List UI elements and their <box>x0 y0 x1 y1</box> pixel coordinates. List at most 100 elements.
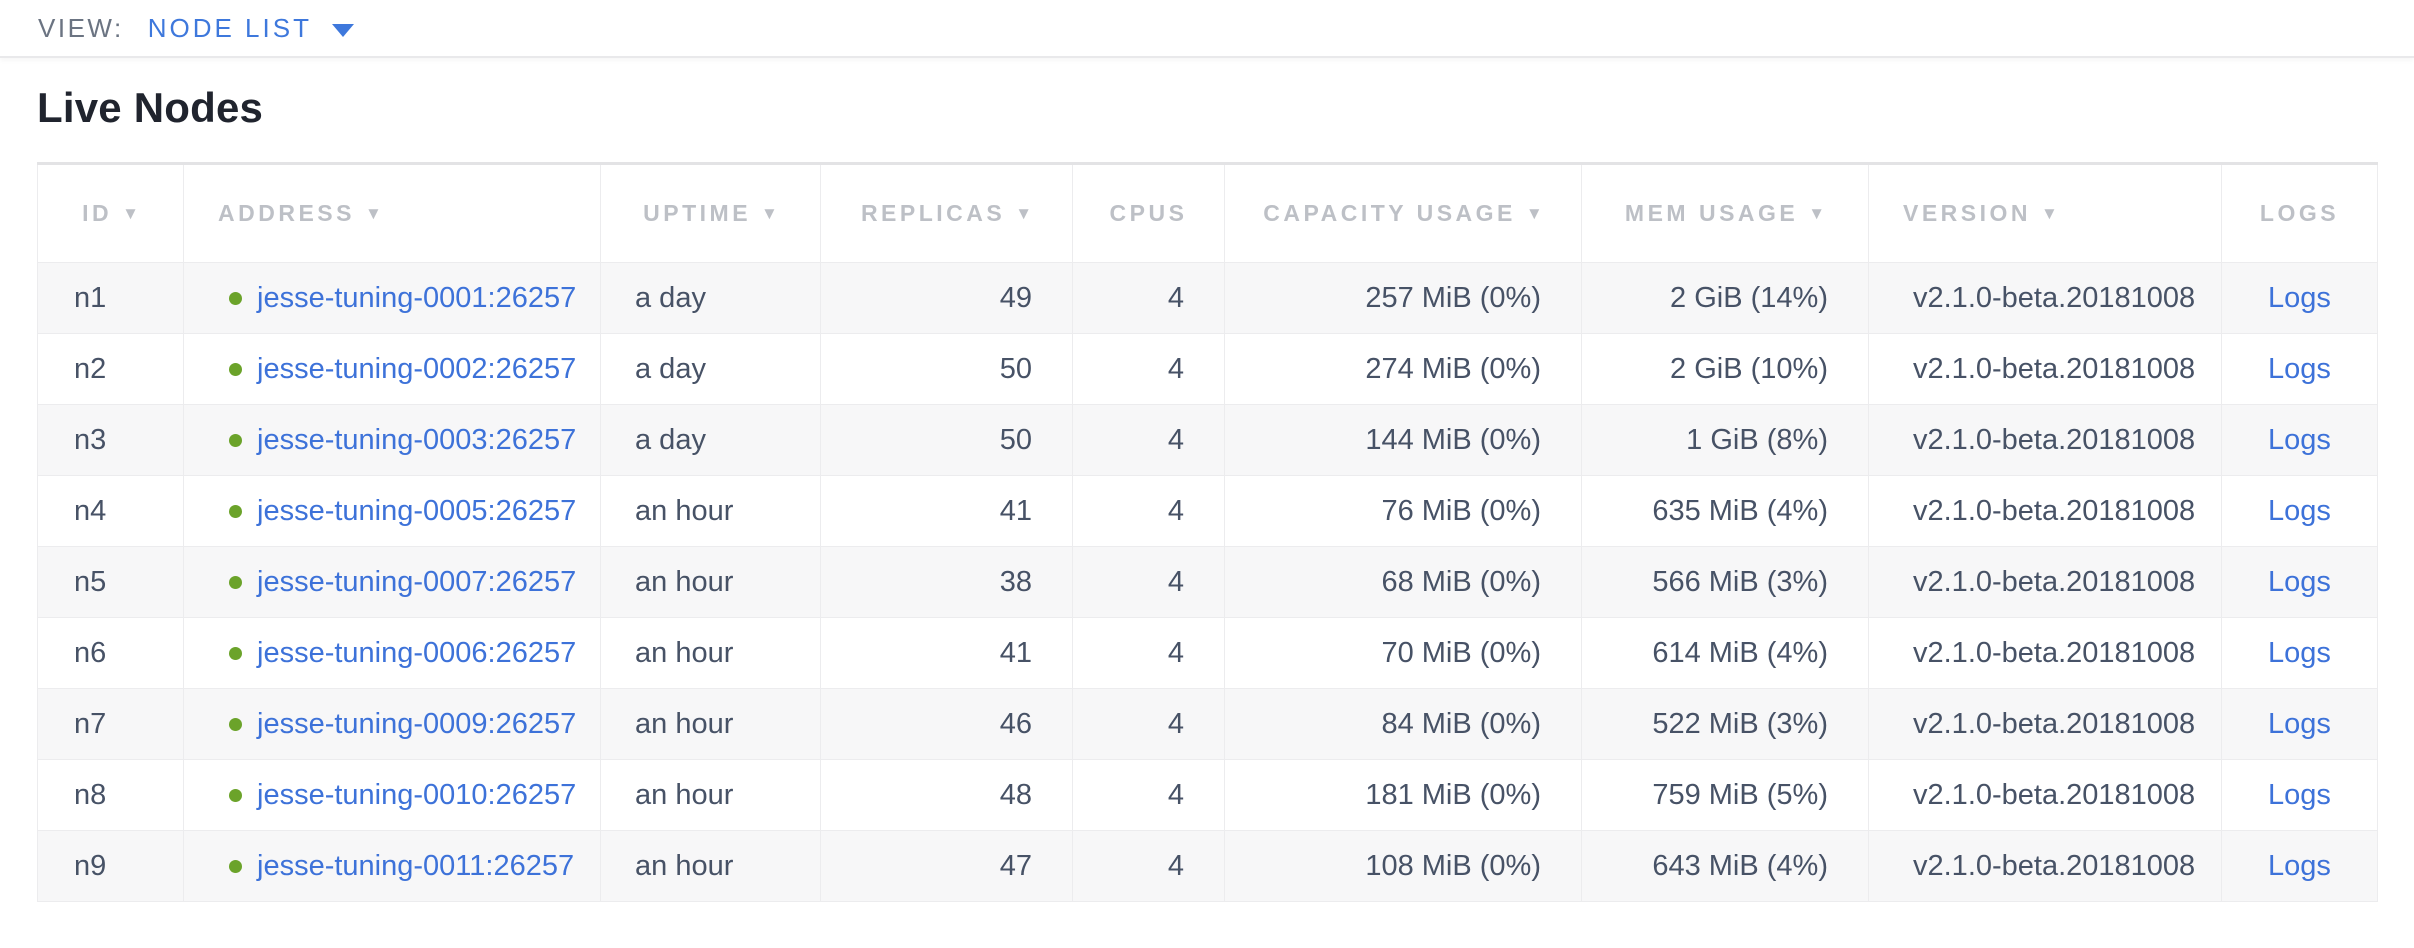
logs-cell: Logs <box>2221 404 2378 476</box>
cpus-value: 4 <box>1167 849 1184 882</box>
uptime-value: a day <box>635 281 706 314</box>
cpus-value: 4 <box>1167 423 1184 456</box>
node-healthy-status-icon <box>229 575 242 589</box>
node-healthy-status-icon <box>229 362 242 376</box>
node-address-link[interactable]: jesse-tuning-0007:26257 <box>257 565 577 598</box>
mem_usage-value: 566 MiB (3%) <box>1652 565 1828 598</box>
capacity_usage-cell: 70 MiB (0%) <box>1224 617 1582 689</box>
column-header-uptime[interactable]: UPTIME ▼ <box>600 163 821 263</box>
table-row: n3 jesse-tuning-0003:26257 a day 50 4 144 MiB… <box>37 404 2378 476</box>
replicas-value: 41 <box>999 494 1032 527</box>
address-cell-content: jesse-tuning-0006:26257 <box>184 637 600 670</box>
id-value: n5 <box>74 565 107 598</box>
id-cell: n3 <box>37 404 184 476</box>
id-value: n8 <box>74 778 107 811</box>
live-nodes-section: Live Nodes ID ▼ ADDRESS ▼ UPTIME ▼ REPLICAS ▼ CP… <box>0 84 2414 902</box>
column-header-address[interactable]: ADDRESS ▼ <box>183 163 601 263</box>
address-cell: jesse-tuning-0005:26257 <box>183 475 601 547</box>
uptime-cell: an hour <box>600 475 821 547</box>
mem_usage-value: 522 MiB (3%) <box>1652 707 1828 740</box>
logs-cell: Logs <box>2221 759 2378 831</box>
sort-arrow-icon: ▼ <box>1525 204 1543 223</box>
sort-arrow-icon: ▼ <box>2041 204 2058 223</box>
node-address-link[interactable]: jesse-tuning-0003:26257 <box>257 423 577 456</box>
id-cell: n5 <box>37 546 184 618</box>
version-value: v2.1.0-beta.20181008 <box>1913 494 2196 527</box>
uptime-value: an hour <box>635 494 734 527</box>
version-value: v2.1.0-beta.20181008 <box>1913 352 2196 385</box>
mem_usage-value: 614 MiB (4%) <box>1652 636 1828 669</box>
table-row: n6 jesse-tuning-0006:26257 an hour 41 4 70 Mi… <box>37 617 2378 689</box>
sort-arrow-icon: ▼ <box>122 204 139 223</box>
sort-arrow-icon: ▼ <box>1808 204 1826 223</box>
node-address-link[interactable]: jesse-tuning-0006:26257 <box>257 636 577 669</box>
version-cell: v2.1.0-beta.20181008 <box>1868 262 2222 334</box>
table-row: n8 jesse-tuning-0010:26257 an hour 48 4 181 M… <box>37 759 2378 831</box>
cpus-cell: 4 <box>1072 546 1225 618</box>
node-address-link[interactable]: jesse-tuning-0009:26257 <box>257 707 577 740</box>
node-healthy-status-icon <box>229 504 242 518</box>
logs-cell: Logs <box>2221 333 2378 405</box>
node-address-link[interactable]: jesse-tuning-0005:26257 <box>257 494 577 527</box>
id-cell: n2 <box>37 333 184 405</box>
column-header-replicas[interactable]: REPLICAS ▼ <box>820 163 1073 263</box>
mem_usage-cell: 2 GiB (14%) <box>1581 262 1869 334</box>
logs-link[interactable]: Logs <box>2268 565 2331 598</box>
replicas-cell: 46 <box>820 688 1073 760</box>
id-value: n9 <box>74 849 107 882</box>
replicas-cell: 49 <box>820 262 1073 334</box>
node-address-link[interactable]: jesse-tuning-0001:26257 <box>257 281 577 314</box>
replicas-value: 49 <box>999 281 1032 314</box>
version-value: v2.1.0-beta.20181008 <box>1913 423 2196 456</box>
version-value: v2.1.0-beta.20181008 <box>1913 849 2196 882</box>
page-title: Live Nodes <box>37 84 264 131</box>
table-row: n2 jesse-tuning-0002:26257 a day 50 4 274 MiB… <box>37 333 2378 405</box>
node-address-link[interactable]: jesse-tuning-0010:26257 <box>257 778 577 811</box>
column-header-mem_usage[interactable]: MEM USAGE ▼ <box>1581 163 1869 263</box>
logs-link[interactable]: Logs <box>2268 494 2331 527</box>
mem_usage-value: 1 GiB (8%) <box>1686 423 1828 456</box>
cpus-cell: 4 <box>1072 617 1225 689</box>
node-healthy-status-icon <box>229 788 242 802</box>
column-label: UPTIME <box>643 200 752 226</box>
capacity_usage-cell: 181 MiB (0%) <box>1224 759 1582 831</box>
column-header-id[interactable]: ID ▼ <box>37 163 184 263</box>
replicas-cell: 41 <box>820 617 1073 689</box>
node-address-link[interactable]: jesse-tuning-0011:26257 <box>257 849 575 882</box>
version-value: v2.1.0-beta.20181008 <box>1913 778 2196 811</box>
replicas-value: 46 <box>999 707 1032 740</box>
address-cell: jesse-tuning-0007:26257 <box>183 546 601 618</box>
uptime-value: a day <box>635 423 706 456</box>
column-label: ID <box>82 200 113 226</box>
version-value: v2.1.0-beta.20181008 <box>1913 636 2196 669</box>
replicas-cell: 41 <box>820 475 1073 547</box>
node-address-link[interactable]: jesse-tuning-0002:26257 <box>257 352 577 385</box>
address-cell-content: jesse-tuning-0001:26257 <box>184 282 600 315</box>
cpus-cell: 4 <box>1072 830 1225 902</box>
logs-link[interactable]: Logs <box>2268 423 2331 456</box>
column-header-capacity_usage[interactable]: CAPACITY USAGE ▼ <box>1224 163 1582 263</box>
replicas-cell: 50 <box>820 404 1073 476</box>
uptime-value: an hour <box>635 849 734 882</box>
page-bottom-shadow <box>260 912 2154 922</box>
view-selector-dropdown[interactable]: NODE LIST <box>148 13 354 44</box>
uptime-value: a day <box>635 352 706 385</box>
logs-link[interactable]: Logs <box>2268 778 2331 811</box>
logs-link[interactable]: Logs <box>2268 281 2331 314</box>
logs-link[interactable]: Logs <box>2268 849 2331 882</box>
view-selected-value: NODE LIST <box>147 12 312 43</box>
address-cell: jesse-tuning-0001:26257 <box>183 262 601 334</box>
cpus-value: 4 <box>1167 281 1184 314</box>
logs-link[interactable]: Logs <box>2268 636 2331 669</box>
replicas-value: 48 <box>999 778 1032 811</box>
uptime-cell: a day <box>600 333 821 405</box>
id-value: n4 <box>74 494 107 527</box>
address-cell: jesse-tuning-0002:26257 <box>183 333 601 405</box>
logs-link[interactable]: Logs <box>2268 707 2331 740</box>
logs-link[interactable]: Logs <box>2268 352 2331 385</box>
capacity_usage-cell: 144 MiB (0%) <box>1224 404 1582 476</box>
address-cell-content: jesse-tuning-0007:26257 <box>184 566 600 599</box>
cpus-cell: 4 <box>1072 475 1225 547</box>
column-header-version[interactable]: VERSION ▼ <box>1868 163 2222 263</box>
